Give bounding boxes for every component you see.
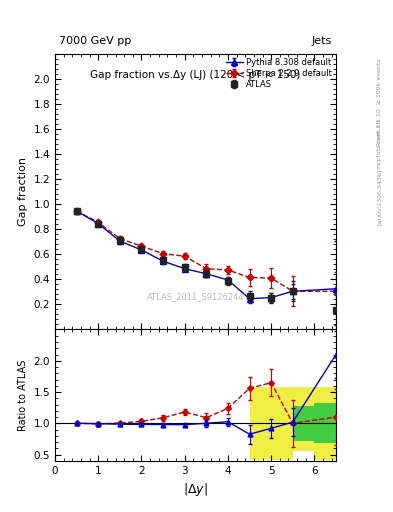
- Bar: [271, 387, 293, 460]
- Text: ATLAS_2011_S9126244: ATLAS_2011_S9126244: [147, 292, 244, 301]
- Y-axis label: Ratio to ATLAS: Ratio to ATLAS: [18, 359, 28, 431]
- Bar: [293, 387, 314, 452]
- Text: mcplots.cern.ch: mcplots.cern.ch: [377, 118, 382, 168]
- Bar: [293, 406, 314, 441]
- Text: Jets: Jets: [312, 36, 332, 46]
- X-axis label: $|\Delta y|$: $|\Delta y|$: [183, 481, 208, 498]
- Text: Rivet 3.1.10, ≥ 100k events: Rivet 3.1.10, ≥ 100k events: [377, 58, 382, 146]
- Text: 7000 GeV pp: 7000 GeV pp: [59, 36, 131, 46]
- Text: Gap fraction vs.Δy (LJ) (120 < pT < 150): Gap fraction vs.Δy (LJ) (120 < pT < 150): [90, 70, 301, 80]
- Legend: Pythia 8.308 default, Sherpa 2.2.9 default, ATLAS: Pythia 8.308 default, Sherpa 2.2.9 defau…: [224, 56, 334, 91]
- Y-axis label: Gap fraction: Gap fraction: [18, 157, 28, 226]
- Bar: [314, 403, 336, 443]
- Bar: [314, 387, 336, 460]
- Bar: [250, 387, 271, 460]
- Text: [arXiv:1306.3436]: [arXiv:1306.3436]: [377, 169, 382, 225]
